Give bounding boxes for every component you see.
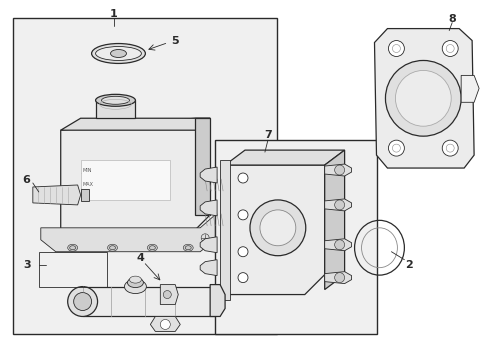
Ellipse shape (107, 244, 118, 251)
Circle shape (335, 200, 344, 210)
Ellipse shape (68, 287, 98, 316)
Polygon shape (225, 165, 325, 294)
Polygon shape (461, 75, 479, 102)
Ellipse shape (201, 234, 209, 242)
Circle shape (238, 173, 248, 183)
Circle shape (163, 291, 172, 298)
Text: MAX: MAX (83, 183, 94, 188)
Ellipse shape (68, 244, 77, 251)
Circle shape (442, 41, 458, 57)
Circle shape (238, 210, 248, 220)
Text: 5: 5 (172, 36, 179, 46)
Polygon shape (200, 260, 217, 276)
Text: MIN: MIN (83, 167, 92, 172)
Circle shape (395, 71, 451, 126)
Ellipse shape (74, 293, 92, 310)
Ellipse shape (96, 46, 142, 60)
Bar (81, 160, 171, 200)
Ellipse shape (96, 94, 135, 106)
Polygon shape (160, 285, 178, 305)
Text: 6: 6 (22, 175, 30, 185)
Polygon shape (33, 185, 81, 205)
Polygon shape (220, 160, 230, 300)
Ellipse shape (127, 278, 144, 288)
Polygon shape (195, 118, 210, 215)
Circle shape (442, 140, 458, 156)
Text: 4: 4 (137, 253, 145, 263)
Text: 2: 2 (406, 260, 413, 270)
Polygon shape (83, 287, 215, 316)
Bar (13, 18, 277, 334)
Polygon shape (200, 237, 217, 253)
Ellipse shape (101, 96, 129, 104)
Circle shape (335, 240, 344, 250)
Polygon shape (325, 150, 344, 289)
Polygon shape (374, 28, 474, 168)
Polygon shape (225, 150, 344, 165)
Polygon shape (61, 118, 210, 130)
Polygon shape (41, 215, 215, 252)
Text: 3: 3 (23, 260, 31, 270)
Circle shape (238, 273, 248, 283)
Ellipse shape (111, 50, 126, 58)
Ellipse shape (124, 280, 147, 293)
Text: 7: 7 (264, 130, 272, 140)
Polygon shape (325, 272, 352, 284)
Text: 1: 1 (110, 9, 118, 19)
Bar (39, 252, 106, 287)
Ellipse shape (183, 244, 193, 251)
Circle shape (389, 140, 404, 156)
Polygon shape (200, 200, 217, 216)
Polygon shape (325, 164, 352, 176)
Bar (215, 140, 377, 334)
Polygon shape (150, 316, 180, 332)
Circle shape (260, 210, 296, 246)
Circle shape (335, 273, 344, 283)
Text: 8: 8 (448, 14, 456, 24)
Polygon shape (61, 118, 210, 230)
Ellipse shape (147, 244, 157, 251)
Circle shape (389, 41, 404, 57)
Circle shape (335, 165, 344, 175)
Polygon shape (210, 285, 225, 316)
Bar (81, 189, 89, 201)
Ellipse shape (92, 44, 146, 63)
Circle shape (386, 60, 461, 136)
Circle shape (238, 247, 248, 257)
Circle shape (250, 200, 306, 256)
Ellipse shape (129, 276, 142, 283)
Polygon shape (325, 239, 352, 251)
Circle shape (160, 319, 171, 329)
Polygon shape (96, 100, 135, 118)
Polygon shape (325, 199, 352, 211)
Polygon shape (200, 167, 217, 183)
